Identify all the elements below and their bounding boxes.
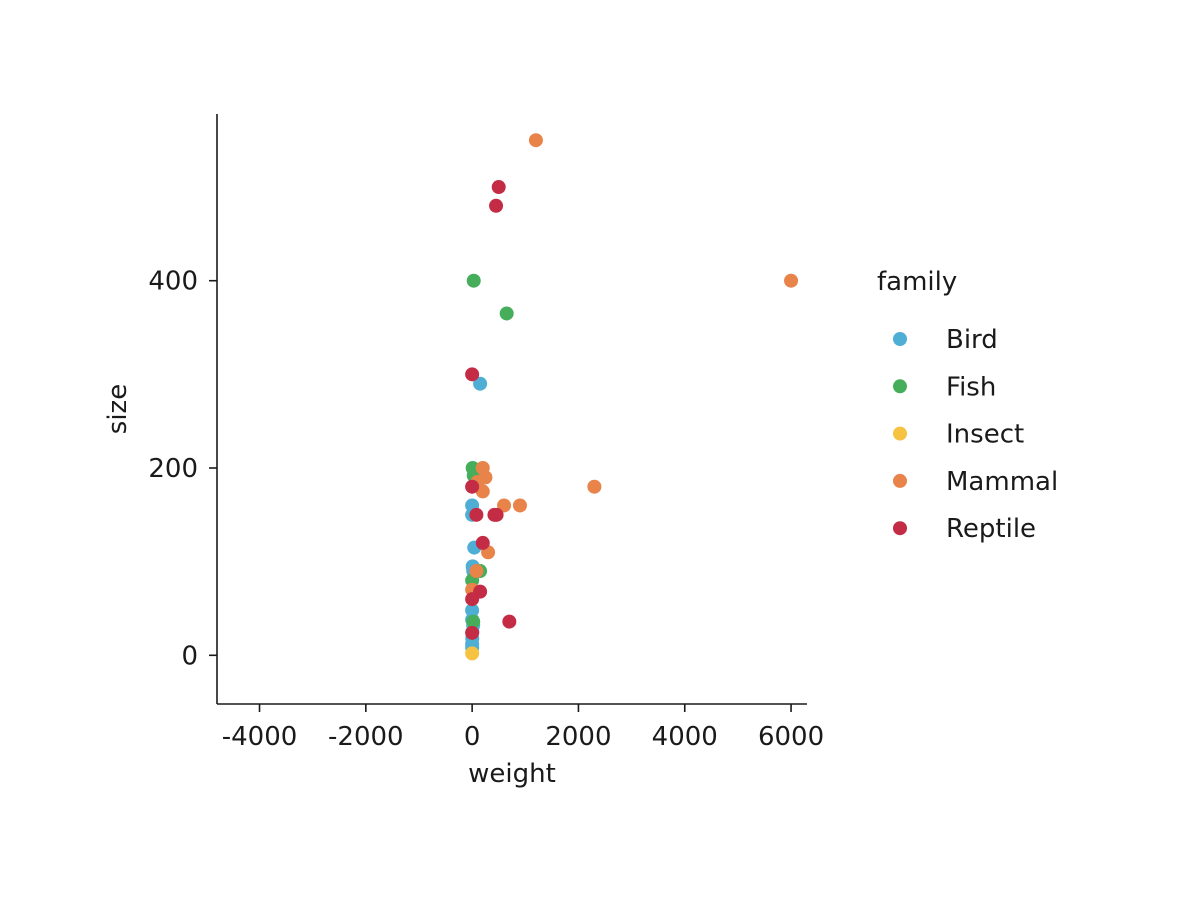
data-point-mammal [497,498,512,513]
data-point-reptile [502,614,517,629]
data-point-bird [473,376,488,391]
legend-item-fish: Fish [893,372,996,402]
legend-items: Bird Fish Insect Mammal Reptile [893,325,1058,544]
data-point-reptile [469,507,484,522]
data-point-mammal [528,133,543,148]
y-axis-label: size [103,384,133,434]
data-point-reptile [465,367,480,382]
legend-label: Fish [946,372,996,402]
x-tick-label: 4000 [652,722,718,752]
legend-swatch [893,473,907,488]
data-point-fish [466,273,481,288]
legend-label: Bird [946,325,998,355]
x-tick-label: -2000 [328,722,404,752]
y-tick-label: 200 [148,454,198,484]
legend-swatch [893,379,907,394]
legend-label: Reptile [946,514,1036,544]
data-point-mammal [512,498,527,513]
x-tick-label: 6000 [758,722,824,752]
series-mammal [465,133,799,597]
x-axis-label: weight [468,759,556,789]
data-point-mammal [587,479,602,494]
legend-item-insect: Insect [893,420,1024,450]
points-layer [465,133,799,661]
legend-swatch [893,332,907,346]
data-point-fish [499,306,514,321]
data-point-insect [465,646,480,661]
legend-label: Mammal [946,467,1058,497]
legend: family Bird Fish Insect Mammal Reptile [877,267,1058,544]
legend-title: family [877,267,957,297]
data-point-reptile [465,592,480,607]
data-point-reptile [475,535,490,550]
x-ticks: -4000 -2000 0 2000 4000 6000 [222,704,824,752]
y-tick-label: 0 [181,641,198,671]
data-point-fish [466,614,481,629]
data-point-reptile [489,507,504,522]
y-ticks: 0 200 400 [148,267,217,671]
y-tick-label: 400 [148,267,198,297]
data-point-reptile [465,625,480,640]
legend-swatch [893,426,907,441]
data-point-mammal [784,273,799,288]
x-tick-label: -4000 [222,722,298,752]
data-point-mammal [475,484,490,499]
series-insect [465,646,480,661]
data-point-reptile [491,180,506,195]
x-tick-label: 2000 [545,722,611,752]
legend-item-mammal: Mammal [893,467,1058,497]
series-reptile [465,180,517,640]
data-point-reptile [465,479,480,494]
legend-item-bird: Bird [893,325,998,355]
legend-swatch [893,521,907,536]
legend-label: Insect [946,420,1024,450]
axes-layer: -4000 -2000 0 2000 4000 6000 0 200 400 weight s… [103,114,824,789]
data-point-reptile [489,198,504,213]
legend-item-reptile: Reptile [893,514,1036,544]
data-point-mammal [469,564,484,579]
x-tick-label: 0 [464,722,481,752]
